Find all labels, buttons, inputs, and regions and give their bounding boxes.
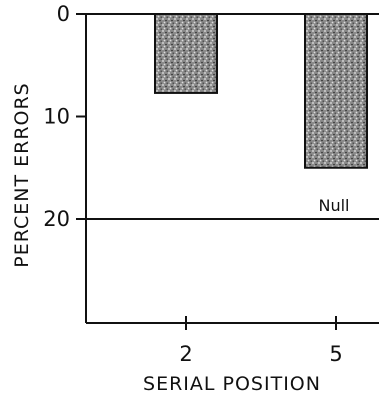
y-tick-label: 0: [57, 2, 70, 26]
y-tick-label: 10: [43, 105, 70, 129]
y-tick-label: 20: [43, 207, 70, 231]
y-axis-label: PERCENT ERRORS: [11, 82, 33, 267]
y-ticks-group: 0 10 20: [43, 2, 86, 231]
null-reference-label: Null: [319, 196, 350, 215]
bar-serial-position-2: [154, 13, 218, 94]
bar-serial-position-5: [304, 13, 368, 169]
bars-group: [154, 13, 368, 169]
x-axis-label: SERIAL POSITION: [143, 373, 321, 395]
x-tick-label: 2: [179, 342, 192, 366]
x-tick-label: 5: [329, 342, 342, 366]
